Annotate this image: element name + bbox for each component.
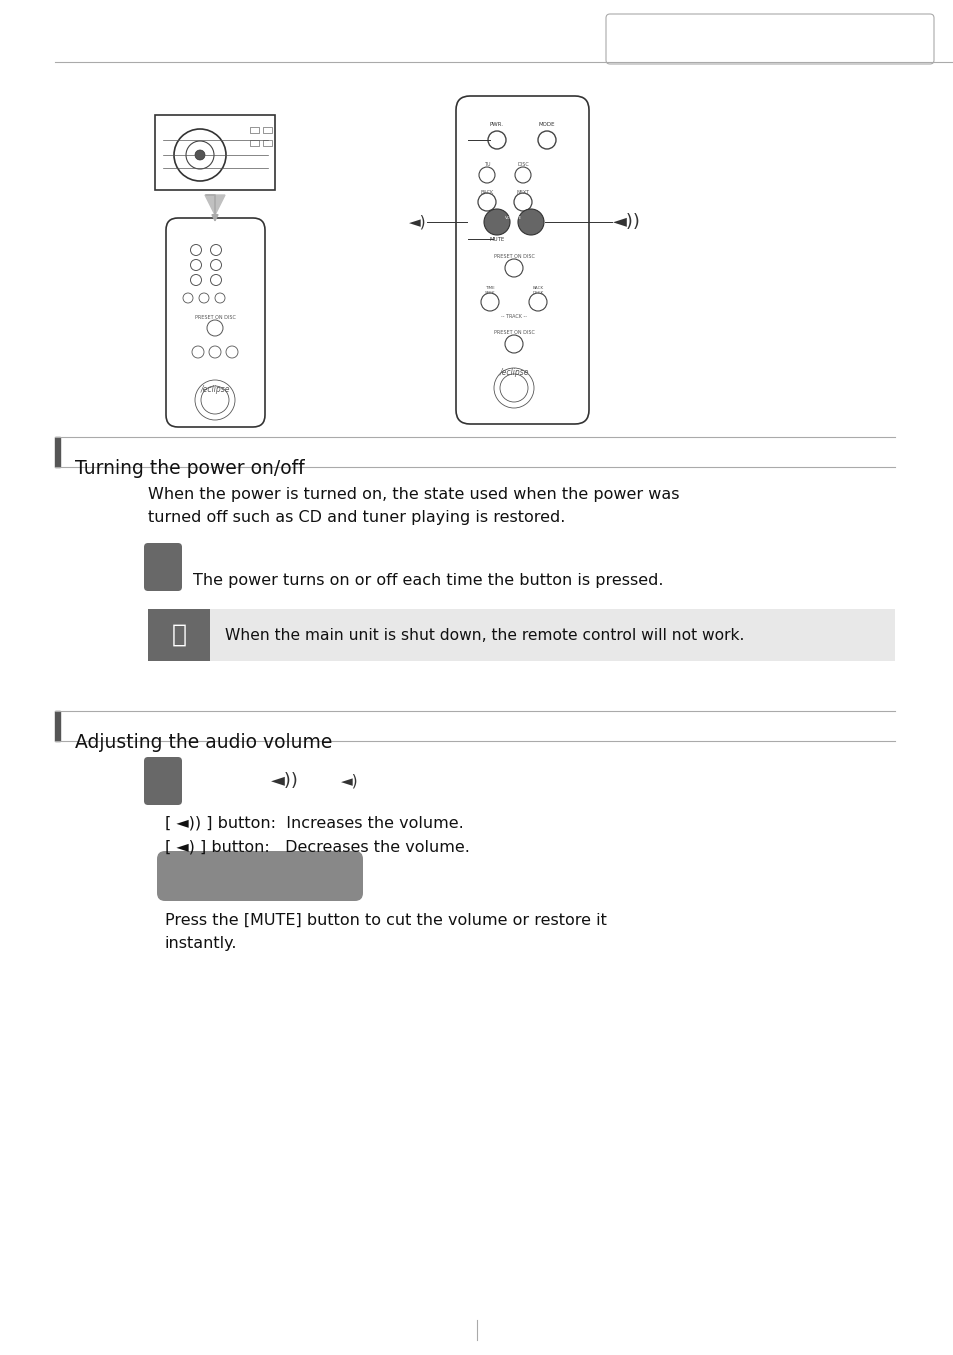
Circle shape — [517, 209, 543, 234]
Text: MUTE: MUTE — [489, 237, 504, 243]
Text: DISC: DISC — [517, 163, 528, 167]
Text: TU: TU — [483, 163, 490, 167]
Circle shape — [194, 150, 205, 160]
Text: BACK: BACK — [480, 190, 493, 195]
Bar — [250, 140, 258, 146]
Text: instantly.: instantly. — [165, 936, 237, 951]
Text: [ ◄) ] button:   Decreases the volume.: [ ◄) ] button: Decreases the volume. — [165, 840, 470, 855]
Bar — [250, 127, 258, 133]
Polygon shape — [205, 195, 225, 215]
Bar — [154, 115, 274, 190]
Text: Adjusting the audio volume: Adjusting the audio volume — [75, 733, 332, 752]
Text: PRESET ON DISC: PRESET ON DISC — [194, 314, 235, 320]
Text: Turning the power on/off: Turning the power on/off — [75, 459, 304, 478]
Text: ◄)): ◄)) — [613, 213, 640, 230]
Bar — [263, 140, 272, 146]
Text: 📖: 📖 — [172, 623, 186, 646]
Bar — [148, 608, 894, 661]
Text: VOLUME: VOLUME — [505, 215, 522, 220]
Text: PRESET ON DISC: PRESET ON DISC — [493, 253, 534, 259]
Text: TIME
SEEK: TIME SEEK — [484, 286, 495, 294]
FancyBboxPatch shape — [144, 757, 182, 805]
Text: ◄)): ◄)) — [271, 772, 298, 790]
Text: The power turns on or off each time the button is pressed.: The power turns on or off each time the … — [193, 573, 662, 588]
Text: PWR.: PWR. — [490, 122, 503, 127]
Text: When the power is turned on, the state used when the power was: When the power is turned on, the state u… — [148, 486, 679, 501]
Text: turned off such as CD and tuner playing is restored.: turned off such as CD and tuner playing … — [148, 509, 565, 524]
Text: /eclipse: /eclipse — [200, 385, 230, 394]
FancyBboxPatch shape — [456, 96, 588, 424]
Bar — [148, 608, 210, 661]
Text: ◄): ◄) — [341, 774, 358, 789]
Text: ◄): ◄) — [409, 214, 426, 229]
FancyBboxPatch shape — [144, 543, 182, 591]
FancyBboxPatch shape — [157, 851, 363, 901]
Text: /eclipse: /eclipse — [498, 369, 528, 377]
Text: -- TRACK --: -- TRACK -- — [500, 314, 526, 318]
Bar — [263, 127, 272, 133]
Bar — [55, 711, 60, 741]
Text: [ ◄)) ] button:  Increases the volume.: [ ◄)) ] button: Increases the volume. — [165, 816, 463, 831]
Bar — [55, 438, 60, 467]
Text: MODE: MODE — [538, 122, 555, 127]
FancyBboxPatch shape — [166, 218, 265, 427]
Circle shape — [483, 209, 510, 234]
Text: Press the [MUTE] button to cut the volume or restore it: Press the [MUTE] button to cut the volum… — [165, 913, 606, 928]
Text: NEXT: NEXT — [516, 190, 529, 195]
Text: When the main unit is shut down, the remote control will not work.: When the main unit is shut down, the rem… — [225, 627, 743, 642]
FancyBboxPatch shape — [605, 14, 933, 64]
Text: BACK
DECK: BACK DECK — [532, 286, 543, 294]
Text: PRESET ON DISC: PRESET ON DISC — [493, 331, 534, 335]
